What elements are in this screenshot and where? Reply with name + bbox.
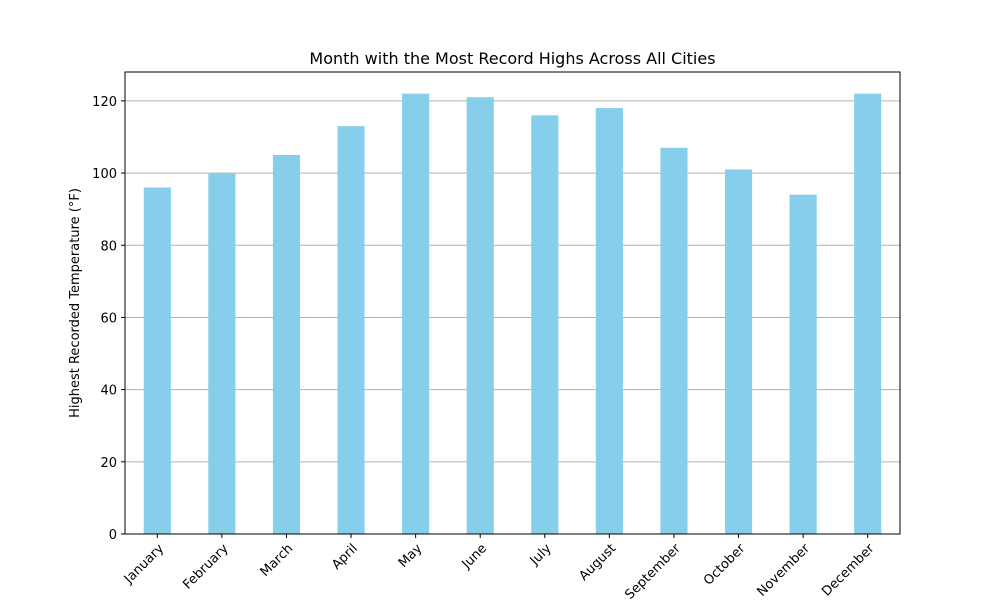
- bar-march: [272, 155, 301, 534]
- x-tick-label: September: [622, 541, 684, 600]
- x-tick-label: December: [819, 541, 878, 600]
- y-tick-label: 60: [100, 311, 117, 326]
- y-tick-label: 120: [92, 95, 117, 110]
- bar-july: [531, 115, 559, 534]
- bar-june: [466, 97, 494, 534]
- x-tick-label: January: [121, 541, 167, 587]
- bar-may: [402, 93, 430, 534]
- plot-frame: [124, 71, 901, 535]
- bar-september: [660, 147, 688, 534]
- x-axis-ticks: January February March April May June July Augu…: [121, 534, 878, 600]
- y-tick-label: 100: [92, 167, 117, 182]
- x-tick-label: October: [701, 541, 749, 589]
- x-tick-label: November: [755, 541, 814, 600]
- y-axis-ticks: 0 20 40 60 80 100 120: [92, 95, 125, 543]
- bar-october: [724, 169, 753, 534]
- bar-august: [595, 108, 623, 534]
- y-tick-label: 20: [100, 456, 117, 471]
- x-tick-label: June: [459, 541, 490, 572]
- bar-november: [789, 194, 817, 534]
- y-tick-label: 0: [109, 528, 117, 543]
- x-tick-label: May: [396, 541, 426, 571]
- x-tick-label: August: [576, 541, 619, 584]
- y-axis-label: Highest Recorded Temperature (°F): [68, 188, 83, 418]
- x-tick-label: February: [180, 541, 232, 593]
- y-tick-label: 40: [100, 384, 117, 399]
- bar-december: [854, 93, 882, 534]
- bar-february: [208, 173, 236, 534]
- x-tick-label: March: [258, 541, 297, 580]
- bar-april: [337, 126, 365, 534]
- x-tick-label: July: [527, 541, 555, 569]
- x-tick-label: April: [329, 541, 361, 573]
- grid-lines: [125, 100, 900, 535]
- bar-january: [143, 187, 171, 534]
- y-tick-label: 80: [100, 239, 117, 254]
- chart-title: Month with the Most Record Highs Across …: [309, 49, 715, 68]
- bars: [143, 93, 882, 534]
